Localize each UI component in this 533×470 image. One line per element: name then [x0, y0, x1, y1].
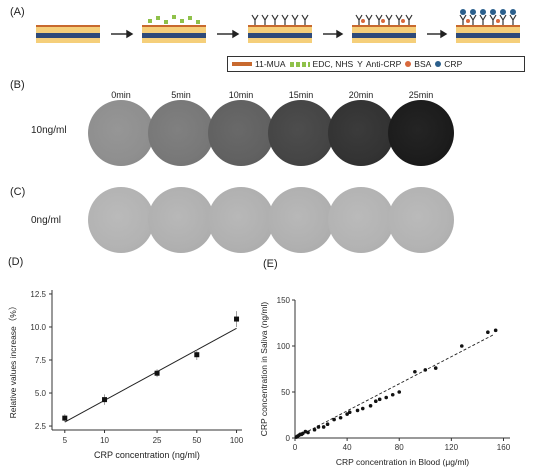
x-tick-label-d-1: 10 — [100, 436, 109, 445]
legend-item-crp: CRP — [435, 59, 462, 69]
y-antibody-glyph-icon: Y — [357, 59, 363, 69]
data-point-e-16 — [355, 408, 360, 413]
time-label-4: 20min — [348, 90, 374, 100]
y-tick-label-d-2: 7.5 — [35, 356, 47, 365]
bar-swatch-icon — [232, 62, 252, 66]
chip-step-5 — [456, 9, 520, 43]
x-tick-label-e-4: 160 — [497, 443, 511, 452]
c-circle-1 — [148, 187, 214, 253]
bsa-dot-icon — [405, 61, 412, 67]
time-label-5: 25min — [408, 90, 434, 100]
row-label-0ng: 0ng/ml — [31, 215, 62, 226]
c-circle-4 — [328, 187, 394, 253]
y-axis-label-e: CRP concentration in Saliva (ng/ml) — [259, 302, 269, 437]
data-point-e-28 — [486, 330, 490, 334]
x-tick-label-d-2: 25 — [153, 436, 162, 445]
row-label-10ng: 10ng/ml — [31, 125, 67, 136]
crp-dot-icon — [435, 61, 442, 67]
x-tick-label-d-0: 5 — [63, 436, 68, 445]
data-point-e-19 — [373, 399, 378, 403]
chip-step-2 — [142, 15, 206, 43]
x-tick-label-e-3: 120 — [445, 443, 459, 452]
b-circle-1 — [148, 100, 214, 166]
time-label-0: 0min — [111, 90, 131, 100]
y-tick-label-e-3: 150 — [277, 296, 291, 305]
data-point-d-2 — [154, 370, 160, 376]
panel-label-b: (B) — [10, 79, 25, 91]
chart-e: 0 50 100 150 0 40 80 120 160 CRP concentration in… — [259, 296, 511, 467]
panel-label-e: (E) — [263, 258, 278, 270]
x-tick-label-e-1: 40 — [343, 443, 352, 452]
data-point-e-23 — [397, 390, 402, 394]
y-tick-label-d-3: 10.0 — [30, 323, 46, 332]
y-tick-label-d-4: 12.5 — [30, 290, 46, 299]
chip-step-1 — [36, 25, 100, 43]
x-axis-label-d: CRP concentration (ng/ml) — [94, 450, 200, 460]
data-point-e-11 — [325, 422, 330, 426]
panel-label-a: (A) — [10, 6, 25, 18]
c-circle-0 — [88, 187, 154, 253]
data-point-e-5 — [301, 431, 305, 436]
time-label-2: 10min — [228, 90, 254, 100]
data-point-d-3 — [194, 352, 200, 358]
data-point-e-24 — [413, 369, 417, 374]
data-point-e-13 — [338, 415, 343, 420]
c-circle-5 — [388, 187, 454, 253]
x-tick-label-d-4: 100 — [230, 436, 244, 445]
chip-step-4 — [352, 14, 416, 43]
data-point-e-15 — [347, 410, 352, 415]
panel-label-c: (C) — [10, 186, 26, 198]
data-point-e-14 — [345, 412, 349, 416]
b-circle-3 — [268, 100, 334, 166]
c-circle-3 — [268, 187, 334, 253]
b-circle-0 — [88, 100, 154, 166]
x-axis-label-e: CRP concentration in Blood (μg/ml) — [336, 457, 469, 467]
data-point-d-1 — [102, 397, 108, 403]
sensor-fabrication-schematic — [36, 9, 520, 43]
time-label-3: 15min — [288, 90, 314, 100]
data-point-e-22 — [390, 392, 395, 397]
legend-item-bsa: BSA — [405, 59, 431, 69]
legend-item-11-mua: 11-MUA — [232, 59, 286, 69]
y-tick-label-e-1: 50 — [281, 388, 290, 397]
data-point-e-26 — [433, 366, 438, 370]
x-tick-label-e-2: 80 — [395, 443, 404, 452]
fit-line-e — [294, 334, 494, 439]
data-point-e-12 — [332, 417, 336, 422]
data-point-e-25 — [423, 368, 428, 372]
panel-label-d: (D) — [8, 256, 24, 268]
data-point-e-9 — [316, 425, 321, 429]
data-point-e-21 — [384, 395, 389, 400]
data-point-e-7 — [306, 430, 310, 435]
legend-item-edc-nhs: EDC, NHS — [289, 59, 353, 69]
data-point-e-27 — [459, 344, 464, 348]
data-point-d-4 — [234, 316, 240, 322]
chart-d: 2.5 5.0 7.5 10.0 12.5 5 10 25 50 100 CRP concentra… — [8, 290, 244, 460]
y-tick-label-d-0: 2.5 — [35, 422, 47, 431]
b-circle-2 — [208, 100, 274, 166]
dashed-squares-swatch-icon — [289, 61, 310, 67]
data-point-d-0 — [62, 415, 68, 421]
y-tick-label-e-2: 100 — [277, 342, 291, 351]
c-circle-2 — [208, 187, 274, 253]
data-point-e-18 — [368, 404, 373, 408]
x-tick-label-e-0: 0 — [293, 443, 298, 452]
data-point-e-8 — [312, 427, 317, 432]
data-point-e-17 — [360, 406, 365, 411]
chip-step-3 — [248, 14, 312, 43]
y-tick-label-e-0: 0 — [286, 434, 291, 443]
data-point-e-20 — [377, 397, 382, 402]
legend: 11-MUA EDC, NHS Y Anti-CRP BSA CRP — [227, 56, 525, 72]
fit-line-d — [64, 327, 237, 423]
data-point-e-10 — [321, 425, 326, 429]
x-tick-label-d-3: 50 — [192, 436, 201, 445]
y-axis-label-d: Relative values increase（%） — [8, 302, 18, 419]
time-label-1: 5min — [171, 90, 191, 100]
y-tick-label-d-1: 5.0 — [35, 389, 47, 398]
b-circle-5 — [388, 100, 454, 166]
data-point-e-29 — [493, 328, 498, 333]
step-arrows — [111, 29, 448, 39]
legend-item-anti-crp: Y Anti-CRP — [357, 59, 402, 69]
b-circle-4 — [328, 100, 394, 166]
